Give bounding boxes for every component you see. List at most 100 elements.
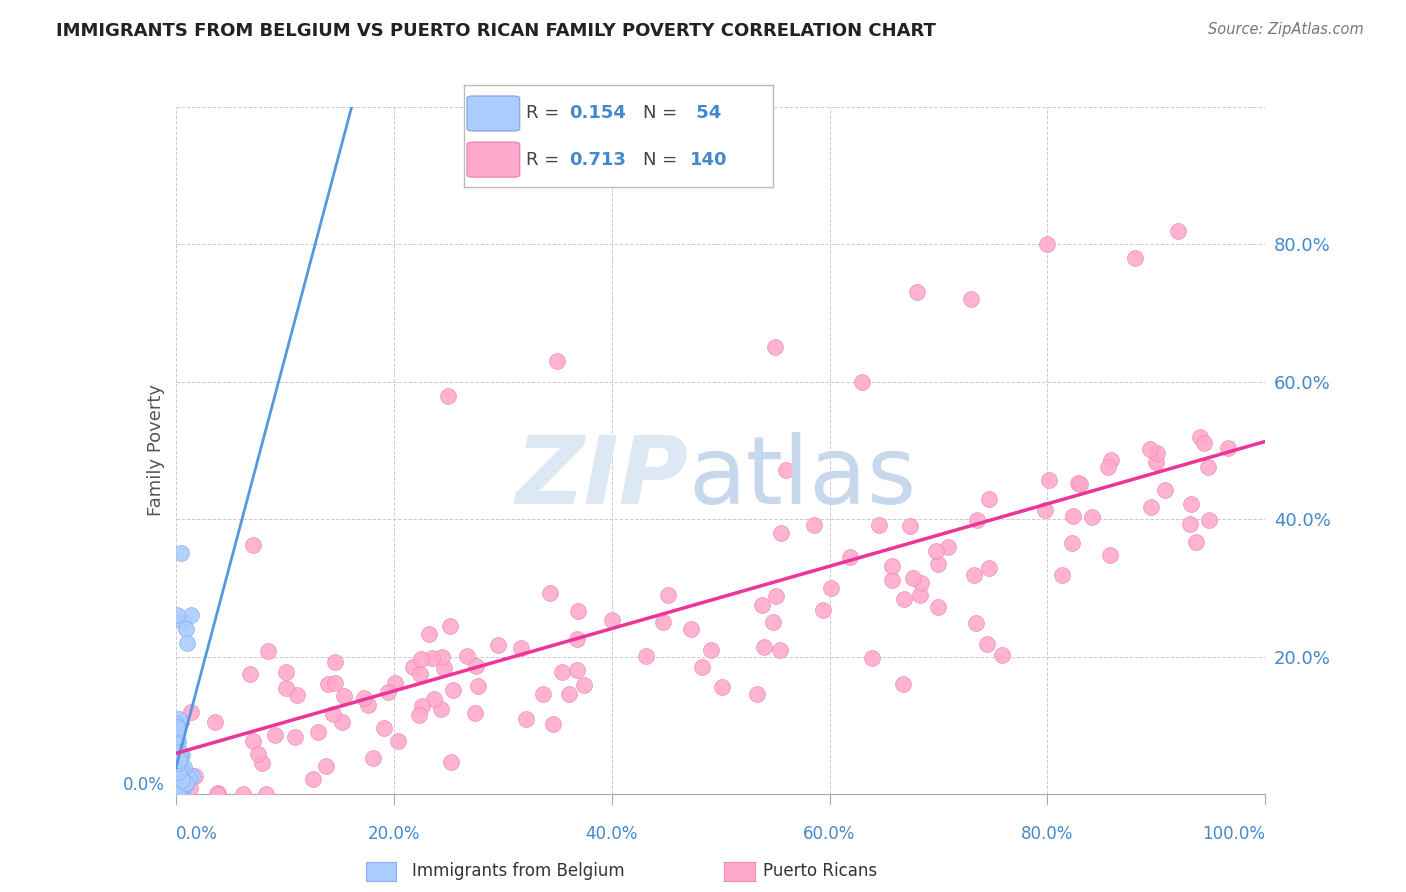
Text: 0.154: 0.154 <box>569 104 626 122</box>
Point <box>239 667 262 681</box>
Y-axis label: Family Poverty: Family Poverty <box>146 384 165 516</box>
Point <box>176 636 198 650</box>
Point <box>167 785 190 799</box>
Point <box>936 541 959 555</box>
Point <box>167 778 190 792</box>
Point <box>353 691 375 706</box>
FancyBboxPatch shape <box>467 142 520 177</box>
Point <box>167 751 190 765</box>
Point <box>169 786 191 800</box>
Point <box>166 756 188 771</box>
Point <box>820 581 842 595</box>
Point <box>752 640 775 654</box>
Point <box>173 760 195 774</box>
Point <box>437 388 460 402</box>
Point <box>167 784 190 798</box>
Point <box>165 717 187 731</box>
Point <box>166 747 188 761</box>
Point <box>242 538 264 552</box>
Text: 140: 140 <box>690 151 727 169</box>
Point <box>166 742 188 756</box>
Point <box>1062 508 1084 523</box>
Point <box>302 772 325 786</box>
Text: 0.0%: 0.0% <box>176 825 218 843</box>
Point <box>167 777 190 791</box>
Point <box>409 666 432 681</box>
Point <box>486 638 509 652</box>
Point <box>1154 483 1177 498</box>
Point <box>167 779 190 793</box>
Point <box>165 772 187 786</box>
Text: 20.0%: 20.0% <box>367 825 420 843</box>
Point <box>1123 251 1146 265</box>
Point <box>174 622 197 636</box>
Point <box>775 463 797 477</box>
Point <box>910 576 932 591</box>
Point <box>657 588 679 602</box>
Point <box>274 665 297 679</box>
Point <box>541 717 564 731</box>
Point <box>170 546 193 561</box>
Point <box>165 778 187 792</box>
Point <box>546 354 568 368</box>
Text: 0.713: 0.713 <box>569 151 626 169</box>
Point <box>531 687 554 701</box>
Point <box>1167 224 1189 238</box>
Point <box>333 690 356 704</box>
Point <box>1099 452 1122 467</box>
Text: 54: 54 <box>690 104 721 122</box>
Point <box>803 518 825 533</box>
Point <box>165 774 187 789</box>
Point <box>880 559 903 574</box>
Point <box>167 750 190 764</box>
Point <box>1080 509 1102 524</box>
Point <box>247 747 270 762</box>
Point <box>172 780 194 795</box>
Point <box>169 746 191 760</box>
Text: Puerto Ricans: Puerto Ricans <box>763 863 877 880</box>
Point <box>373 721 395 735</box>
Point <box>167 769 190 783</box>
Point <box>1197 460 1219 475</box>
Point <box>169 772 191 787</box>
Point <box>430 701 453 715</box>
Point <box>440 755 463 769</box>
Point <box>634 649 657 664</box>
Point <box>565 664 588 678</box>
Point <box>422 691 444 706</box>
Point <box>167 783 190 797</box>
Point <box>927 599 949 614</box>
Text: N =: N = <box>644 104 683 122</box>
Point <box>322 706 344 721</box>
Point <box>170 761 193 775</box>
Point <box>1180 497 1202 511</box>
Point <box>464 706 486 720</box>
Point <box>167 764 190 779</box>
Text: 100.0%: 100.0% <box>1202 825 1265 843</box>
Point <box>207 786 229 800</box>
Point <box>977 561 1000 575</box>
Text: N =: N = <box>644 151 683 169</box>
Point <box>387 733 409 747</box>
Point <box>166 734 188 748</box>
Point <box>166 741 188 756</box>
Text: Immigrants from Belgium: Immigrants from Belgium <box>412 863 624 880</box>
Point <box>411 652 433 666</box>
Point <box>868 517 890 532</box>
Point <box>751 598 773 612</box>
Point <box>839 549 862 564</box>
Point <box>979 492 1001 507</box>
Point <box>1098 548 1121 562</box>
Point <box>1146 446 1168 460</box>
Point <box>166 737 188 751</box>
Point <box>908 588 931 602</box>
Point <box>1097 460 1119 475</box>
Point <box>1194 436 1216 450</box>
Point <box>180 608 202 623</box>
Point <box>257 644 280 658</box>
Point <box>408 707 430 722</box>
Point <box>204 715 226 730</box>
Point <box>515 712 537 726</box>
Text: 0.0%: 0.0% <box>122 776 165 794</box>
Point <box>332 714 354 729</box>
